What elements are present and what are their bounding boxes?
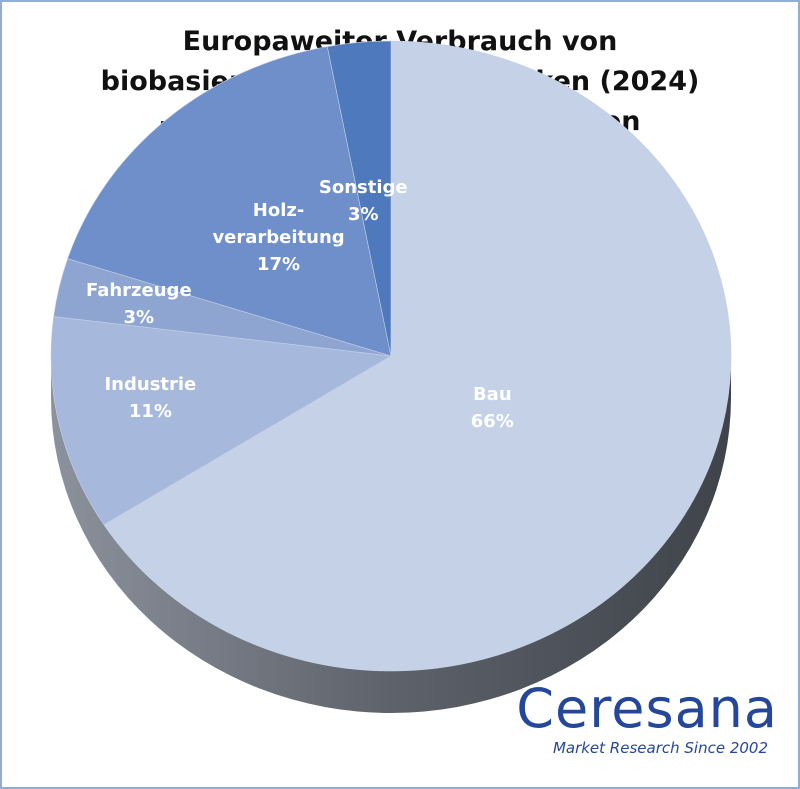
slice-name-sonstige: Sonstige (318, 176, 408, 198)
slice-name-fahrzeuge: Fahrzeuge (85, 279, 192, 301)
slice-percent-bau: 66% (470, 410, 514, 432)
logo-tagline: Market Research Since 2002 (552, 739, 768, 757)
slice-percent-sonstige: 3% (347, 203, 379, 225)
slice-name-holzverarbeitung: Holz- (252, 200, 305, 222)
slice-label-industrie: Industrie 11% (104, 371, 196, 425)
slice-percent-holzverarbeitung: 17% (257, 254, 301, 276)
logo-name: Ceresana (516, 677, 778, 740)
pie-slice-bau (103, 40, 732, 672)
slice-percent-fahrzeuge: 3% (123, 306, 155, 328)
pie-slice-holzverarbeitung (67, 46, 392, 357)
pie-slice-sonstige (326, 40, 392, 357)
slice-label-holzverarbeitung: Holz-verarbeitung 17% (212, 197, 344, 278)
slice-label-sonstige: Sonstige 3% (319, 174, 408, 228)
pie-slice-industrie (50, 316, 392, 526)
pie-slices (50, 40, 732, 672)
slice-label-fahrzeuge: Fahrzeuge 3% (86, 277, 192, 331)
slice-name-holzverarbeitung: verarbeitung (212, 227, 345, 249)
slice-label-bau: Bau 66% (471, 381, 514, 435)
slice-name-industrie: Industrie (104, 373, 197, 395)
slice-name-bau: Bau (472, 383, 512, 405)
ceresana-logo: Ceresana Market Research Since 2002 (498, 680, 778, 758)
slice-percent-industrie: 11% (128, 400, 172, 422)
